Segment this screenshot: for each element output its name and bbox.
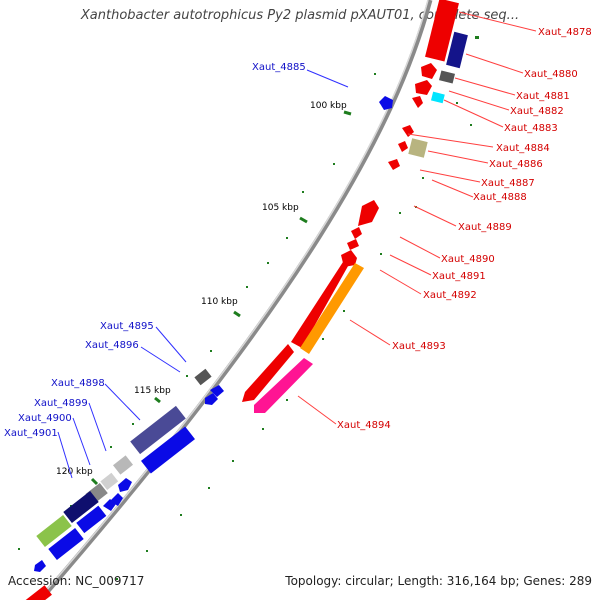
- forward-gene[interactable]: [358, 200, 379, 226]
- gene-label[interactable]: Xaut_4890: [441, 254, 495, 265]
- topology-text: Topology: circular; Length: 316,164 bp; …: [285, 574, 592, 588]
- gene-label[interactable]: Xaut_4889: [458, 222, 512, 233]
- forward-gene[interactable]: [388, 159, 400, 170]
- reverse-gene[interactable]: [113, 455, 133, 475]
- accession-text: Accession: NC_009717: [8, 574, 145, 588]
- tick-mark: [90, 477, 99, 486]
- tick-label: 120 kbp: [56, 467, 93, 477]
- forward-gene[interactable]: [300, 263, 364, 354]
- forward-gene[interactable]: [430, 91, 445, 104]
- forward-gene[interactable]: [446, 31, 468, 69]
- leader-lines: [57, 11, 537, 479]
- gene-label[interactable]: Xaut_4896: [85, 340, 139, 351]
- tick-mark: [343, 110, 352, 116]
- gene-label[interactable]: Xaut_4888: [473, 192, 527, 203]
- reverse-gene[interactable]: [110, 493, 123, 506]
- gene-label[interactable]: Xaut_4901: [4, 428, 58, 439]
- forward-gene[interactable]: [254, 358, 313, 413]
- reverse-gene[interactable]: [210, 385, 224, 397]
- reverse-genes: [24, 96, 393, 600]
- reverse-gene[interactable]: [141, 426, 195, 474]
- gene-label[interactable]: Xaut_4891: [432, 271, 486, 282]
- backbone-arc: [38, 0, 433, 600]
- forward-gene[interactable]: [398, 141, 408, 152]
- gene-label[interactable]: Xaut_4898: [51, 378, 105, 389]
- forward-gene[interactable]: [438, 70, 456, 84]
- reverse-gene[interactable]: [34, 560, 46, 572]
- gene-label[interactable]: Xaut_4892: [423, 290, 477, 301]
- forward-gene[interactable]: [351, 227, 362, 239]
- reverse-gene[interactable]: [205, 393, 218, 405]
- tick-mark: [154, 396, 161, 404]
- forward-gene[interactable]: [412, 96, 423, 108]
- tick-label: 105 kbp: [262, 203, 299, 213]
- gene-label[interactable]: Xaut_4900: [18, 413, 72, 424]
- forward-gene[interactable]: [425, 0, 459, 62]
- forward-gene[interactable]: [402, 125, 414, 137]
- gene-label[interactable]: Xaut_4894: [337, 420, 391, 431]
- gene-label[interactable]: Xaut_4884: [496, 143, 550, 154]
- reverse-gene[interactable]: [100, 472, 119, 491]
- reverse-gene[interactable]: [379, 96, 393, 110]
- forward-gene[interactable]: [421, 63, 437, 79]
- forward-gene[interactable]: [291, 259, 352, 348]
- tick-label: 100 kbp: [310, 101, 347, 111]
- reverse-gene[interactable]: [130, 405, 186, 455]
- gene-label[interactable]: Xaut_4887: [481, 178, 535, 189]
- reverse-gene[interactable]: [36, 515, 72, 547]
- forward-gene[interactable]: [242, 344, 294, 402]
- gene-label[interactable]: Xaut_4881: [516, 91, 570, 102]
- reverse-gene[interactable]: [24, 585, 52, 600]
- forward-gene[interactable]: [415, 80, 432, 95]
- gene-label[interactable]: Xaut_4878: [538, 27, 592, 38]
- backbone-highlight: [37, 0, 429, 600]
- forward-gene[interactable]: [408, 138, 428, 158]
- reverse-gene[interactable]: [118, 478, 132, 492]
- gene-label[interactable]: Xaut_4882: [510, 106, 564, 117]
- tick-label: 115 kbp: [134, 386, 171, 396]
- tick-label: 110 kbp: [201, 297, 238, 307]
- forward-genes: [242, 0, 468, 413]
- gene-label[interactable]: Xaut_4899: [34, 398, 88, 409]
- tick-mark: [233, 310, 241, 318]
- gene-label[interactable]: Xaut_4885: [252, 62, 306, 73]
- tick-marks: [90, 110, 352, 486]
- gene-label[interactable]: Xaut_4886: [489, 159, 543, 170]
- reverse-gene[interactable]: [194, 368, 212, 386]
- gene-label[interactable]: Xaut_4880: [524, 69, 578, 80]
- tick-mark: [299, 216, 308, 224]
- forward-gene[interactable]: [347, 239, 359, 250]
- gene-label[interactable]: Xaut_4895: [100, 321, 154, 332]
- map-title: Xanthobacter autotrophicus Py2 plasmid p…: [80, 8, 520, 23]
- reverse-gene[interactable]: [63, 491, 99, 523]
- reverse-gene[interactable]: [48, 528, 84, 560]
- gene-label[interactable]: Xaut_4883: [504, 123, 558, 134]
- reverse-gene[interactable]: [76, 505, 107, 534]
- gene-label[interactable]: Xaut_4893: [392, 341, 446, 352]
